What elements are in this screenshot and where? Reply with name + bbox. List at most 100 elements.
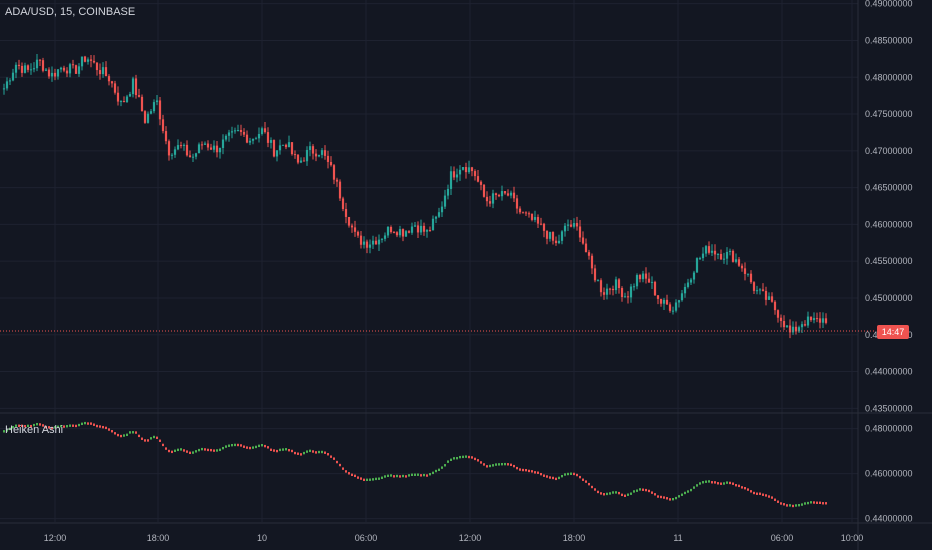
candle-body — [362, 241, 366, 245]
ha-candle — [333, 457, 335, 460]
candle-body — [518, 208, 522, 213]
ha-candle — [327, 453, 329, 456]
ha-candle — [375, 477, 377, 481]
ha-candle — [639, 488, 641, 491]
ha-candle — [510, 463, 512, 466]
candle-body — [2, 88, 6, 90]
candle-body — [659, 298, 663, 304]
ha-candle — [180, 448, 182, 451]
ha-candle — [147, 439, 149, 442]
ha-candle — [690, 488, 692, 492]
candle-body — [572, 223, 576, 227]
candle-body — [131, 78, 135, 95]
candle-body — [218, 147, 222, 153]
ha-candle — [819, 501, 821, 505]
candle-body — [281, 144, 285, 146]
ha-candle — [387, 474, 389, 477]
ha-candle — [642, 488, 644, 491]
ha-candle — [609, 492, 611, 495]
candle-body — [455, 174, 459, 178]
candle-body — [626, 296, 630, 298]
candle-body — [158, 100, 162, 120]
ha-candle — [555, 477, 557, 481]
candle-body — [233, 130, 237, 132]
candle-body — [674, 302, 678, 311]
ha-candle — [723, 482, 725, 485]
ha-candle — [231, 443, 233, 447]
ha-candle — [717, 482, 719, 485]
ha-candle — [159, 439, 161, 442]
symbol-label: ADA/USD, 15, COINBASE — [5, 6, 136, 18]
candle-body — [755, 290, 759, 292]
ha-candle — [627, 493, 629, 496]
candle-body — [719, 253, 723, 260]
ha-candle — [165, 447, 167, 450]
ha-candle — [291, 449, 293, 453]
candle-body — [323, 150, 327, 156]
candle-body — [806, 316, 810, 326]
ha-candle — [588, 482, 590, 486]
candle-body — [167, 141, 171, 156]
ha-candle — [630, 492, 632, 495]
candle-body — [179, 145, 183, 147]
candle-body — [119, 101, 123, 103]
ha-candle — [285, 448, 287, 451]
ha-candle — [816, 501, 818, 504]
ha-candle — [249, 446, 251, 450]
candle-body — [614, 279, 618, 291]
ha-candle — [726, 481, 728, 484]
candle-body — [419, 225, 423, 233]
ha-candle — [429, 473, 431, 476]
candle-body — [263, 128, 267, 133]
candle-body — [434, 216, 438, 219]
candle-body — [53, 72, 57, 77]
candle-body — [734, 259, 738, 262]
ha-candle — [93, 423, 95, 426]
ha-candle — [330, 455, 332, 458]
candle-body — [20, 65, 24, 73]
ha-candle — [498, 463, 500, 466]
candle-body — [818, 318, 822, 323]
ha-candle — [378, 477, 380, 480]
ha-candle — [105, 426, 107, 430]
ha-candle — [678, 495, 680, 498]
ha-candle — [672, 497, 674, 501]
y-tick-label: 0.43500000 — [865, 403, 913, 413]
candle-body — [89, 59, 93, 61]
x-tick-label: 06:00 — [355, 533, 378, 543]
ha-candle — [549, 476, 551, 479]
candle-body — [512, 192, 516, 199]
candle-body — [737, 259, 741, 266]
ha-candle — [597, 490, 599, 494]
candle-body — [566, 224, 570, 226]
ha-candle — [441, 466, 443, 469]
ha-candle — [570, 472, 572, 475]
candle-body — [134, 78, 138, 96]
ha-candle — [687, 490, 689, 493]
candle-body — [245, 134, 249, 143]
ha-candle — [756, 492, 758, 495]
candle-body — [791, 326, 795, 333]
candle-body — [680, 293, 684, 301]
y-tick-label: 0.47000000 — [865, 146, 913, 156]
ha-candle — [183, 449, 185, 452]
y-tick-label: 0.46500000 — [865, 183, 913, 193]
ha-candle — [780, 502, 782, 505]
ha-candle — [174, 449, 176, 452]
candle-body — [779, 317, 783, 322]
candle-body — [494, 193, 498, 195]
candle-body — [821, 318, 825, 323]
ha-candle — [360, 477, 362, 480]
candle-body — [275, 150, 279, 157]
candle-body — [143, 111, 147, 123]
candle-body — [71, 64, 75, 66]
ha-candle — [693, 486, 695, 489]
candle-body — [473, 171, 477, 177]
ha-candle — [585, 480, 587, 483]
ha-candle — [45, 425, 47, 429]
candle-body — [593, 268, 597, 281]
ha-candle — [537, 471, 539, 474]
ha-candle — [315, 451, 317, 454]
ha-candle — [78, 423, 80, 427]
